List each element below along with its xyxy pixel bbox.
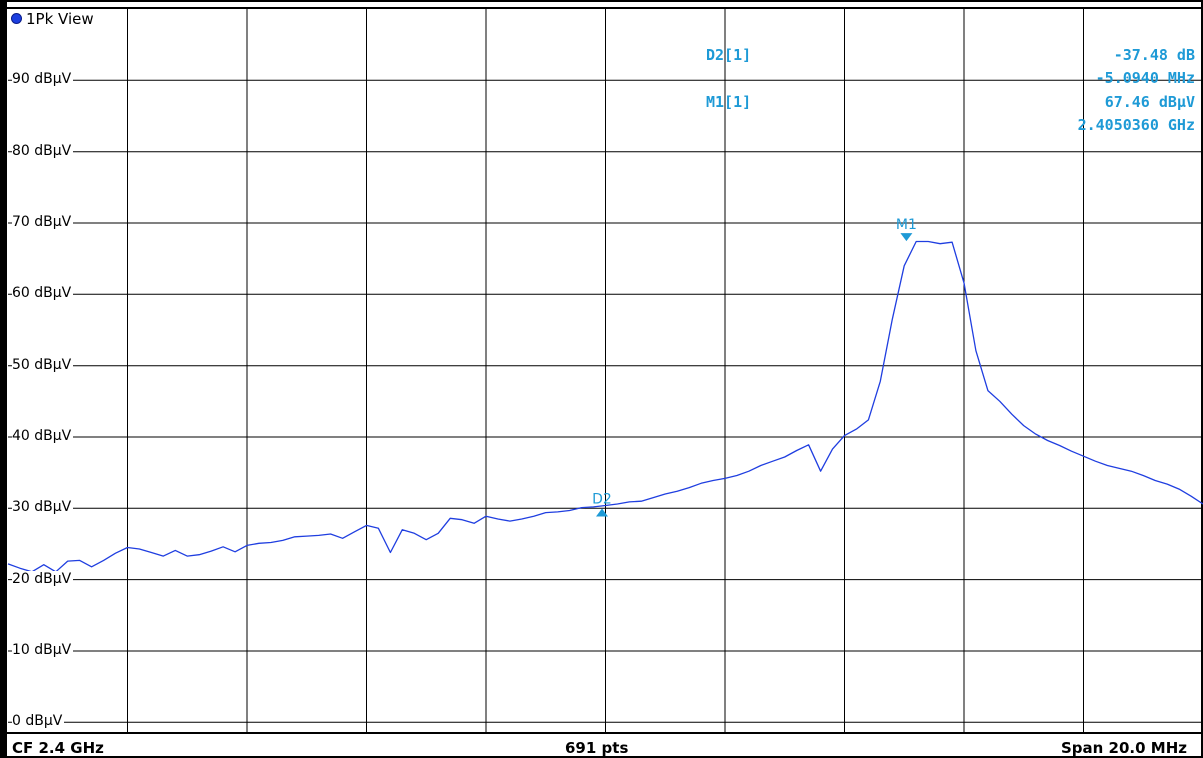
y-tick-label: 0 dBµV [12, 713, 65, 730]
y-tick-label: 10 dBµV [12, 641, 74, 658]
trace-indicator-icon [11, 13, 22, 24]
y-tick-label: 50 dBµV [12, 356, 74, 373]
span-frequency: Span 20.0 MHz [1060, 739, 1187, 757]
window-title: 1Pk View [26, 10, 94, 28]
y-tick-label: 60 dBµV [12, 285, 74, 302]
delta-frequency: -5.0940 MHz [1095, 69, 1195, 87]
y-tick-label: 70 dBµV [12, 213, 74, 230]
left-frame-bar [1, 1, 7, 757]
marker-m1-label: M1 [896, 217, 917, 233]
grid [8, 9, 1203, 733]
marker-frequency: 2.4050360 GHz [1077, 116, 1195, 134]
marker-d2-label: D2 [592, 492, 612, 508]
title-bar: 1Pk View [9, 9, 129, 31]
y-tick-label: 20 dBµV [12, 570, 74, 587]
delta-label: D2[1] [706, 46, 752, 64]
y-tick-label: 80 dBµV [12, 142, 74, 159]
trace-line [7, 240, 1203, 573]
y-tick-label: 30 dBµV [12, 499, 74, 516]
marker-label: M1[1] [706, 93, 752, 111]
delta-level: -37.48 dB [1113, 46, 1195, 64]
title-underline [7, 7, 1202, 9]
marker-d2-triangle [596, 508, 608, 517]
y-tick-label: 90 dBµV [12, 71, 74, 88]
center-frequency: CF 2.4 GHz [12, 739, 104, 757]
markers: M1 D2 [592, 217, 917, 517]
marker-m1-triangle [900, 233, 913, 242]
trace-group [7, 240, 1203, 573]
y-tick-label: 40 dBµV [12, 427, 74, 444]
marker-level: 67.46 dBµV [1104, 93, 1195, 111]
bottom-axis-line [7, 732, 1202, 734]
sweep-points: 691 pts [565, 739, 629, 757]
